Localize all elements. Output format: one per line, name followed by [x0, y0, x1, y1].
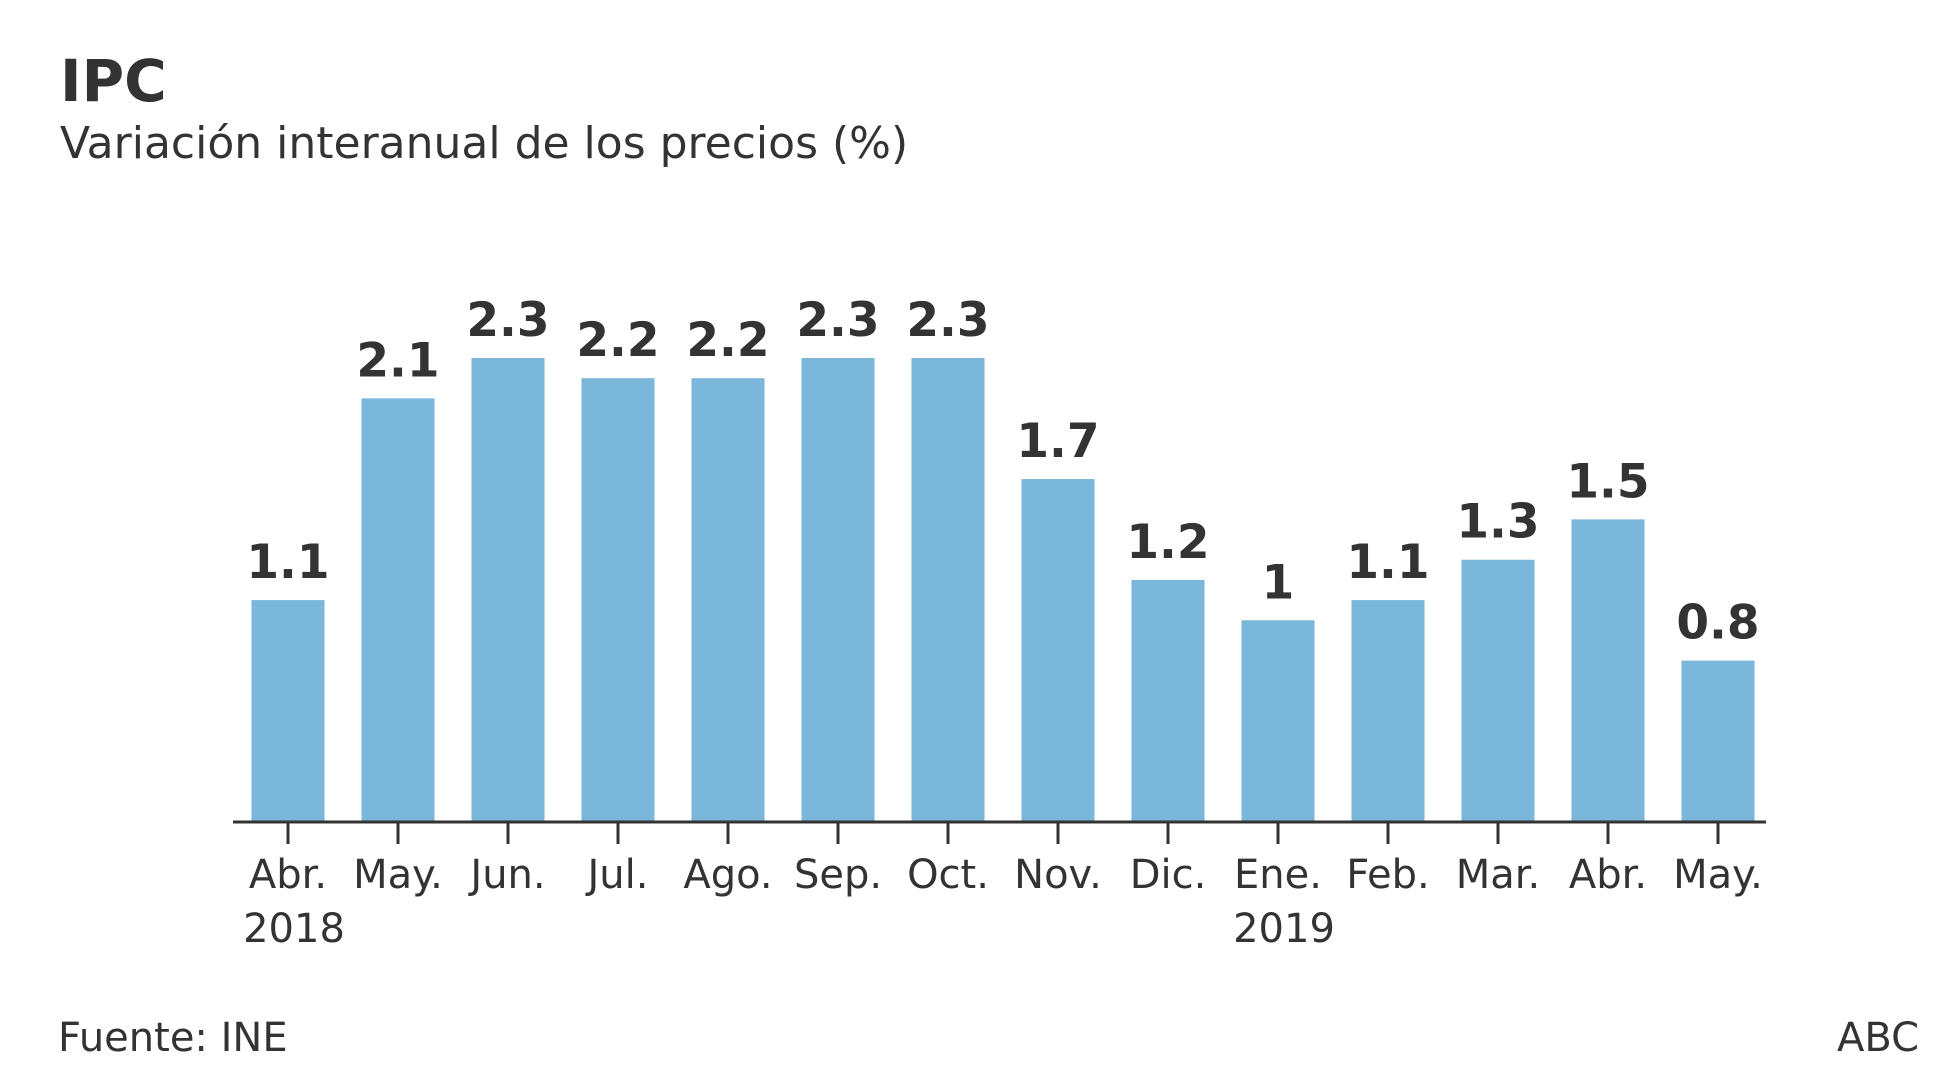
- x-ticks-layer: [286, 822, 1720, 844]
- value-label-7: 1.7: [1016, 414, 1099, 469]
- bar-0: [251, 600, 325, 822]
- bar-2: [471, 358, 545, 822]
- bar-8: [1131, 579, 1205, 822]
- year-label-0: 2018: [243, 906, 345, 952]
- value-label-10: 1.1: [1346, 535, 1429, 590]
- bar-5: [801, 358, 875, 822]
- value-label-13: 0.8: [1676, 596, 1759, 651]
- x-tick-label-10: Feb.: [1346, 852, 1430, 898]
- value-label-4: 2.2: [686, 313, 769, 368]
- year-label-1: 2019: [1233, 906, 1335, 952]
- bar-12: [1571, 519, 1645, 822]
- x-tick-label-12: Abr.: [1569, 852, 1647, 898]
- bar-9: [1241, 620, 1315, 822]
- bar-7: [1021, 479, 1095, 822]
- bar-4: [691, 378, 765, 822]
- x-tick-labels-layer: Abr. May. Jun. Jul. Ago. Sep. Oct. Nov. Dic. Ene.…: [243, 852, 1763, 952]
- bar-10: [1351, 600, 1425, 822]
- x-tick-label-2: Jun.: [467, 852, 545, 898]
- chart-title: IPC: [60, 47, 167, 115]
- value-label-12: 1.5: [1566, 454, 1649, 509]
- bars-layer: [251, 358, 1755, 822]
- value-label-2: 2.3: [466, 293, 549, 348]
- value-label-6: 2.3: [906, 293, 989, 348]
- bar-11: [1461, 559, 1535, 822]
- x-tick-label-6: Oct.: [907, 852, 989, 898]
- x-tick-label-13: May.: [1673, 852, 1763, 898]
- value-label-8: 1.2: [1126, 515, 1209, 570]
- value-label-3: 2.2: [576, 313, 659, 368]
- x-tick-label-1: May.: [353, 852, 443, 898]
- bar-1: [361, 398, 435, 822]
- chart-subtitle: Variación interanual de los precios (%): [60, 118, 909, 169]
- value-label-11: 1.3: [1456, 495, 1539, 550]
- x-tick-label-5: Sep.: [794, 852, 882, 898]
- value-label-5: 2.3: [796, 293, 879, 348]
- x-tick-label-0: Abr.: [249, 852, 327, 898]
- x-tick-label-3: Jul.: [585, 852, 649, 898]
- bar-6: [911, 358, 985, 822]
- x-tick-label-7: Nov.: [1014, 852, 1102, 898]
- value-labels-layer: 1.1 2.1 2.3 2.2 2.2 2.3 2.3 1.7 1.2 1 1.1 1.3 1.5 0.8: [246, 293, 1759, 651]
- x-tick-label-9: Ene.: [1234, 852, 1322, 898]
- credit-note: ABC: [1836, 1015, 1919, 1061]
- bar-13: [1681, 660, 1755, 822]
- value-label-9: 1: [1262, 555, 1295, 610]
- value-label-1: 2.1: [356, 333, 439, 388]
- x-tick-label-11: Mar.: [1456, 852, 1541, 898]
- value-label-0: 1.1: [246, 535, 329, 590]
- source-note: Fuente: INE: [58, 1015, 288, 1061]
- x-tick-label-4: Ago.: [683, 852, 772, 898]
- bar-3: [581, 378, 655, 822]
- x-tick-label-8: Dic.: [1130, 852, 1207, 898]
